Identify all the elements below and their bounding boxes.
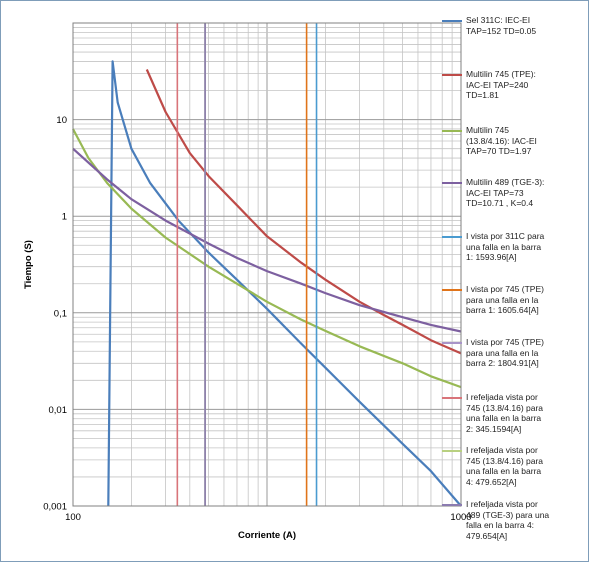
- series-line-2: [145, 69, 462, 355]
- x-tick-label: 100: [65, 512, 81, 523]
- legend-swatch: [442, 20, 462, 22]
- series-line-3: [72, 128, 462, 389]
- legend-label: Sel 311C: IEC-EI TAP=152 TD=0.05: [466, 15, 537, 36]
- x-tick-label: 1000: [450, 512, 471, 523]
- series-line-4: [72, 147, 462, 333]
- legend-label: Multilin 745 (13.8/4.16): IAC-EI TAP=70 …: [466, 125, 537, 156]
- legend-label: Multilin 745 (TPE): IAC-EI TAP=240 TD=1.…: [466, 69, 536, 100]
- y-tick-label: 1: [62, 212, 67, 223]
- legend-label: I refeljada vista por 745 (13.8/4.16) pa…: [466, 392, 544, 434]
- legend-swatch: [442, 182, 462, 184]
- legend-label: I refeljada vista por 745 (13.8/4.16) pa…: [466, 445, 544, 487]
- y-tick-label: 10: [56, 115, 67, 126]
- x-axis-title: Corriente (A): [238, 530, 296, 541]
- y-tick-label: 0,001: [43, 502, 67, 513]
- legend-swatch: [442, 74, 462, 76]
- y-axis-title: Tiempo (S): [23, 240, 34, 289]
- legend-swatch: [442, 236, 462, 238]
- legend-swatch: [442, 397, 462, 399]
- legend-swatch: [442, 342, 462, 344]
- legend-label: I vista por 745 (TPE) para una falla en …: [466, 337, 544, 368]
- legend-label: I vista por 311C para una falla en la ba…: [466, 231, 545, 262]
- series-line-1: [107, 60, 462, 507]
- legend-swatch: [442, 504, 462, 506]
- legend-swatch: [442, 289, 462, 291]
- y-tick-label: 0,1: [54, 308, 67, 319]
- legend-label: Multilin 489 (TGE-3): IAC-EI TAP=73 TD=1…: [466, 177, 545, 208]
- y-tick-label: 0,01: [49, 405, 68, 416]
- legend-label: I vista por 745 (TPE) para una falla en …: [466, 284, 544, 315]
- legend-label: I refeljada vista por 489 (TGE-3) para u…: [466, 499, 550, 541]
- plot-border: [72, 22, 462, 507]
- legend-swatch: [442, 450, 462, 452]
- legend-swatch: [442, 130, 462, 132]
